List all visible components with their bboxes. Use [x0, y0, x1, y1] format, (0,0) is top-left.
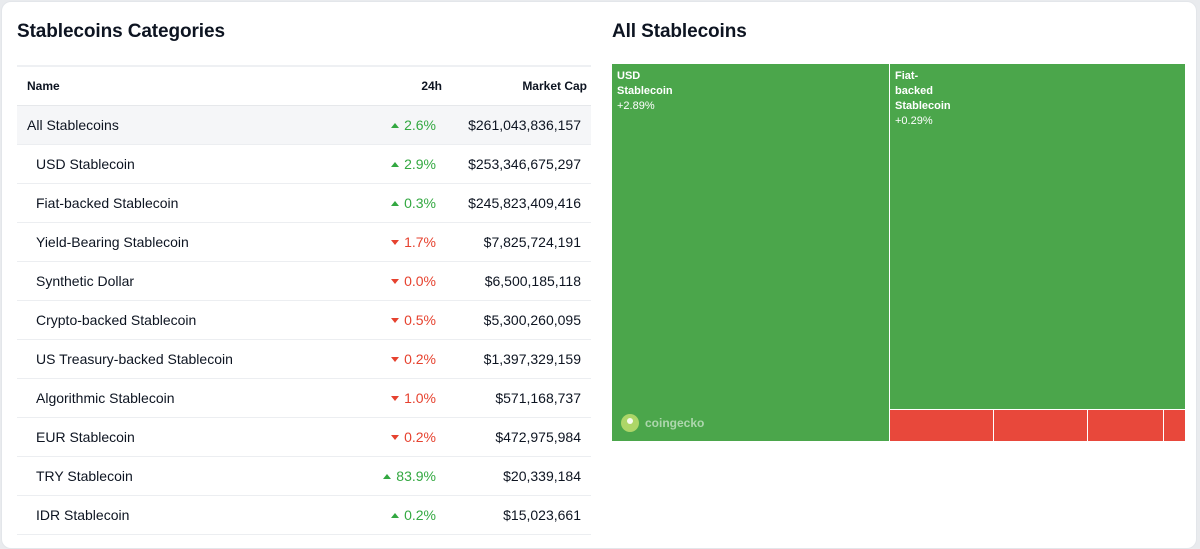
caret-up-icon: [391, 201, 400, 206]
change-24h: 2.6%: [391, 117, 436, 133]
market-cap-value: $7,825,724,191: [452, 222, 591, 262]
change-24h: 0.5%: [391, 312, 436, 328]
change-value: 83.9%: [396, 468, 436, 484]
category-name-link[interactable]: TRY Stablecoin: [17, 456, 332, 496]
table-row[interactable]: TRY Stablecoin 83.9% $20,339,184: [17, 456, 591, 496]
change-24h: 0.2%: [391, 507, 436, 523]
coingecko-logo-icon: [621, 414, 639, 432]
category-name-link[interactable]: EUR Stablecoin: [17, 417, 332, 457]
categories-title: Stablecoins Categories: [17, 21, 225, 42]
caret-down-icon: [391, 318, 400, 323]
market-cap-value: $245,823,409,416: [452, 183, 591, 223]
market-cap-value: $5,300,260,095: [452, 300, 591, 340]
caret-up-icon: [383, 474, 392, 479]
change-value: 0.2%: [404, 507, 436, 523]
change-value: 2.6%: [404, 117, 436, 133]
table-row[interactable]: All Stablecoins 2.6% $261,043,836,157: [17, 105, 591, 145]
treemap-title: All Stablecoins: [612, 21, 747, 42]
tile-change: +0.29%: [895, 115, 933, 127]
table-row[interactable]: Yield-Bearing Stablecoin 1.7% $7,825,724,1…: [17, 222, 591, 262]
market-cap-value: $253,346,675,297: [452, 144, 591, 184]
table-row[interactable]: Fiat-backed Stablecoin 0.3% $245,823,409,4…: [17, 183, 591, 223]
change-value: 0.3%: [404, 195, 436, 211]
treemap-tile-us-treasury-backed[interactable]: [1164, 410, 1185, 441]
caret-up-icon: [391, 513, 400, 518]
watermark-text: coingecko: [645, 415, 705, 430]
change-24h-cell: 2.9%: [332, 144, 452, 184]
change-value: 0.5%: [404, 312, 436, 328]
change-24h-cell: 0.2%: [332, 417, 452, 457]
change-24h-cell: 0.5%: [332, 300, 452, 340]
category-name-link[interactable]: Algorithmic Stablecoin: [17, 378, 332, 418]
caret-up-icon: [391, 162, 400, 167]
market-cap-value: $1,397,329,159: [452, 339, 591, 379]
change-24h: 1.7%: [391, 234, 436, 250]
treemap-tile-usd-stablecoin[interactable]: USD Stablecoin +2.89% coingecko: [612, 64, 889, 441]
category-name-link[interactable]: Crypto-backed Stablecoin: [17, 300, 332, 340]
column-header-name[interactable]: Name: [17, 65, 332, 106]
column-header-24h[interactable]: 24h: [332, 65, 452, 106]
change-24h: 83.9%: [383, 468, 436, 484]
tile-label: USD Stablecoin: [617, 70, 673, 97]
change-24h-cell: 0.2%: [332, 495, 452, 535]
column-header-market-cap[interactable]: Market Cap: [452, 65, 591, 106]
table-row[interactable]: USD Stablecoin 2.9% $253,346,675,297: [17, 144, 591, 184]
caret-down-icon: [391, 357, 400, 362]
category-name-link[interactable]: Yield-Bearing Stablecoin: [17, 222, 332, 262]
category-name-link[interactable]: IDR Stablecoin: [17, 495, 332, 535]
change-value: 1.0%: [404, 390, 436, 406]
market-cap-value: $261,043,836,157: [452, 105, 591, 145]
table-row[interactable]: US Treasury-backed Stablecoin 0.2% $1,397,…: [17, 339, 591, 379]
market-cap-value: $571,168,737: [452, 378, 591, 418]
change-24h: 0.3%: [391, 195, 436, 211]
table-row[interactable]: Algorithmic Stablecoin 1.0% $571,168,737: [17, 378, 591, 418]
change-value: 0.2%: [404, 351, 436, 367]
caret-down-icon: [391, 435, 400, 440]
change-value: 0.0%: [404, 273, 436, 289]
caret-up-icon: [391, 123, 400, 128]
change-24h: 2.9%: [391, 156, 436, 172]
category-name-link[interactable]: Fiat-backed Stablecoin: [17, 183, 332, 223]
market-cap-value: $472,975,984: [452, 417, 591, 457]
treemap-tile-synthetic-dollar[interactable]: [994, 410, 1087, 441]
stablecoin-treemap: USD Stablecoin +2.89% coingecko Fiat- ba…: [612, 64, 1185, 441]
caret-down-icon: [391, 240, 400, 245]
caret-down-icon: [391, 279, 400, 284]
table-header-row: Name 24h Market Cap: [17, 65, 591, 106]
table-row[interactable]: IDR Stablecoin 0.2% $15,023,661: [17, 495, 591, 535]
treemap-tile-crypto-backed[interactable]: [1088, 410, 1163, 441]
change-24h-cell: 1.0%: [332, 378, 452, 418]
market-cap-value: $15,023,661: [452, 495, 591, 535]
category-name-link[interactable]: All Stablecoins: [17, 105, 332, 145]
market-cap-value: $20,339,184: [452, 456, 591, 496]
change-value: 2.9%: [404, 156, 436, 172]
change-24h-cell: 1.7%: [332, 222, 452, 262]
change-24h: 0.0%: [391, 273, 436, 289]
categories-table: Name 24h Market Cap All Stablecoins 2.6% $…: [17, 65, 591, 535]
table-row[interactable]: Crypto-backed Stablecoin 0.5% $5,300,260,0…: [17, 300, 591, 340]
change-24h-cell: 0.3%: [332, 183, 452, 223]
change-value: 0.2%: [404, 429, 436, 445]
treemap-tile-fiat-backed-stablecoin[interactable]: Fiat- backed Stablecoin +0.29%: [890, 64, 1185, 409]
coingecko-watermark: coingecko: [621, 414, 704, 432]
change-24h-cell: 0.2%: [332, 339, 452, 379]
change-24h-cell: 83.9%: [332, 456, 452, 496]
table-row[interactable]: Synthetic Dollar 0.0% $6,500,185,118: [17, 261, 591, 301]
tile-label: Fiat- backed Stablecoin: [895, 70, 951, 112]
table-row[interactable]: EUR Stablecoin 0.2% $472,975,984: [17, 417, 591, 457]
change-24h-cell: 0.0%: [332, 261, 452, 301]
change-24h-cell: 2.6%: [332, 105, 452, 145]
category-name-link[interactable]: USD Stablecoin: [17, 144, 332, 184]
caret-down-icon: [391, 396, 400, 401]
treemap-tile-yield-bearing[interactable]: [890, 410, 993, 441]
category-name-link[interactable]: Synthetic Dollar: [17, 261, 332, 301]
category-name-link[interactable]: US Treasury-backed Stablecoin: [17, 339, 332, 379]
change-24h: 0.2%: [391, 351, 436, 367]
market-cap-value: $6,500,185,118: [452, 261, 591, 301]
change-24h: 1.0%: [391, 390, 436, 406]
tile-change: +2.89%: [617, 100, 655, 112]
change-24h: 0.2%: [391, 429, 436, 445]
change-value: 1.7%: [404, 234, 436, 250]
